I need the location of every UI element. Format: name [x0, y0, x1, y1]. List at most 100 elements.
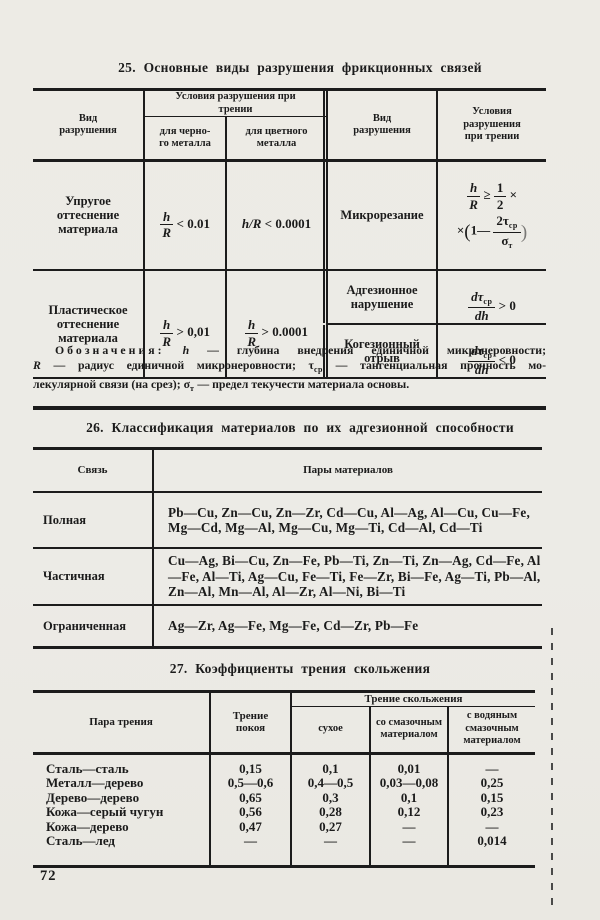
tau-subscript: ср	[508, 221, 518, 231]
cell-static: 0,15	[210, 753, 292, 777]
cell-material-pairs: Ag—Zr, Ag—Fe, Mg—Fe, Cd—Zr, Pb—Fe	[153, 605, 542, 649]
table27-sliding-friction-coefficients: Пара трения Трение покоя Трение скольжен…	[33, 690, 535, 869]
cell-water: 0,014	[477, 833, 507, 849]
cell-lubricated: 0,12	[370, 805, 449, 820]
table27-data-row: Сталь—сталь 0,15 0,1 0,01 —	[33, 753, 535, 777]
header-with-water-lubricant: с водяным смазочным материалом	[448, 706, 535, 755]
note-text: лекулярной связи (на срез); σ	[33, 377, 190, 392]
cell-lubricated: —	[370, 834, 449, 867]
cell-lubricated: —	[370, 819, 449, 835]
cell-pair: Кожа—серый чугун	[33, 805, 211, 820]
note-text: — радиус единичной микронеровности; τ	[40, 357, 314, 372]
scan-edge-artifact	[551, 628, 553, 908]
table25-row-cohesive: Когезионный отрыв dτср dh < 0	[33, 323, 546, 379]
sigma: σ	[501, 232, 509, 248]
cell-pair: Сталь—сталь	[33, 753, 211, 777]
table27-data-row: Сталь—лед — — — 0,014	[33, 833, 535, 867]
cell-pair: Кожа—дерево	[33, 819, 211, 835]
cell-water: 0,15	[480, 789, 504, 805]
table26-row-partial: Частичная Cu—Ag, Bi—Cu, Zn—Fe, Pb—Ti, Zn…	[33, 548, 542, 606]
cell-water: —	[485, 760, 499, 776]
cell-dry: 0,3	[291, 790, 371, 806]
var-R: R	[247, 333, 256, 349]
table25-header-row1: Вид разрушения Условия разрушения при тр…	[33, 88, 546, 162]
note-label: Обозначения:	[55, 343, 165, 357]
table27-data-row: Дерево—дерево 0,65 0,3 0,1 0,15	[33, 789, 535, 806]
cell-elastic-displacement: Упругое оттеснение материала	[33, 160, 145, 271]
relation: > 0,01	[176, 323, 210, 339]
tau-cp-numerator: 2τ	[496, 213, 509, 229]
cell-dry: 0,27	[291, 819, 371, 835]
header-static-friction: Трение покоя	[210, 690, 292, 755]
cell-pair: Дерево—дерево	[33, 790, 211, 806]
open-paren: (	[464, 221, 471, 243]
cell-water: 0,23	[480, 804, 504, 820]
cell-bond-type: Ограниченная	[33, 605, 154, 649]
var-R: R	[162, 333, 171, 349]
page-number: 72	[40, 868, 57, 884]
one-minus: 1—	[470, 222, 491, 238]
relation: < 0.0001	[264, 216, 312, 232]
cell-elastic-nonferrous-condition: h/R < 0.0001	[226, 160, 327, 271]
cell-bond-type: Полная	[33, 492, 154, 549]
cell-adhesive-condition: dτср dh > 0	[437, 269, 546, 325]
note-tau-subscript: ср	[313, 364, 323, 374]
cell-bond-type: Частичная	[33, 548, 154, 606]
cell-static: 0,5—0,6	[210, 775, 292, 791]
cell-pair: Сталь—лед	[33, 834, 211, 867]
header-material-pairs: Пары материалов	[153, 447, 542, 493]
dtau: dτ	[471, 342, 484, 358]
note-line-3: лекулярной связи (на срез); σт — предел …	[33, 377, 546, 397]
table27-title: 27. Коэффициенты трения скольжения	[169, 661, 431, 676]
cell-dry: —	[291, 834, 371, 867]
note-line-2: R — радиус единичной микронеровности; τс…	[33, 358, 546, 378]
table26-row-limited: Ограниченная Ag—Zr, Ag—Fe, Mg—Fe, Cd—Zr,…	[33, 605, 542, 649]
cell-static: 0,65	[210, 790, 292, 806]
cell-lubricated: 0,01	[370, 753, 449, 777]
note-line-1: Обозначения: h — глубина внедрения едини…	[33, 343, 546, 358]
table27-data-row: Металл—дерево 0,5—0,6 0,4—0,5 0,03—0,08 …	[33, 775, 535, 791]
header-sliding-friction-group: Трение скольжения	[291, 690, 535, 707]
var-R: R	[469, 196, 478, 212]
cell-material-pairs: Cu—Ag, Bi—Cu, Zn—Fe, Pb—Ti, Zn—Ti, Zn—Ag…	[153, 548, 542, 606]
table27-header-row1: Пара трения Трение покоя Трение скольжен…	[33, 690, 535, 755]
header-nonferrous-metal: для цветного металла	[226, 116, 327, 162]
geq-sign: ≥	[483, 186, 491, 202]
den-2: 2	[496, 196, 504, 212]
table26-row-full: Полная Pb—Cu, Zn—Cu, Zn—Zr, Cd—Cu, Al—Ag…	[33, 492, 542, 549]
note-text: — глубина внедрения единичной микронеров…	[189, 343, 546, 357]
header-ferrous-metal: для черно- го металла	[144, 116, 227, 162]
table27-header-row2: сухое со смазочным материалом с водяным …	[33, 706, 535, 755]
note-sigma-subscript: т	[189, 384, 195, 394]
cell-plastic-displacement: Пластическое оттеснение материала	[33, 269, 145, 379]
var-h-over-R: h/R	[241, 216, 262, 232]
cell-microcutting: Микрорезание	[324, 160, 438, 271]
var-h: h	[160, 318, 174, 334]
cell-dry: 0,28	[291, 805, 371, 820]
cell-cohesive-condition: dτср dh < 0	[437, 323, 546, 379]
cell-lubricated: 0,1	[370, 790, 449, 806]
var-R: R	[162, 225, 171, 241]
sigma-subscript: т	[508, 240, 513, 250]
header-kind-of-destruction-2: Вид разрушения	[324, 88, 438, 162]
cell-adhesive-failure: Адгезионное нарушение	[324, 269, 438, 325]
note-text: — предел текучести материала основы.	[194, 377, 410, 392]
dtau: dτ	[471, 288, 484, 304]
dh: dh	[474, 308, 489, 324]
header-friction-pair: Пара трения	[33, 690, 211, 755]
var-h: h	[466, 181, 481, 197]
table27-data-row: Кожа—серый чугун 0,56 0,28 0,12 0,23	[33, 805, 535, 820]
close-paren-faint: )	[520, 221, 528, 243]
cell-static: 0,47	[210, 819, 292, 835]
cell-lubricated: 0,03—0,08	[370, 775, 449, 791]
header-destruction-conditions-group: Условия разрушения при трении	[144, 88, 327, 117]
var-h: h	[160, 210, 174, 226]
cell-cohesive-detachment: Когезионный отрыв	[324, 323, 438, 379]
var-h: h	[245, 318, 259, 334]
cell-water: —	[485, 818, 499, 834]
table25-friction-destruction: Вид разрушения Условия разрушения при тр…	[33, 88, 546, 379]
